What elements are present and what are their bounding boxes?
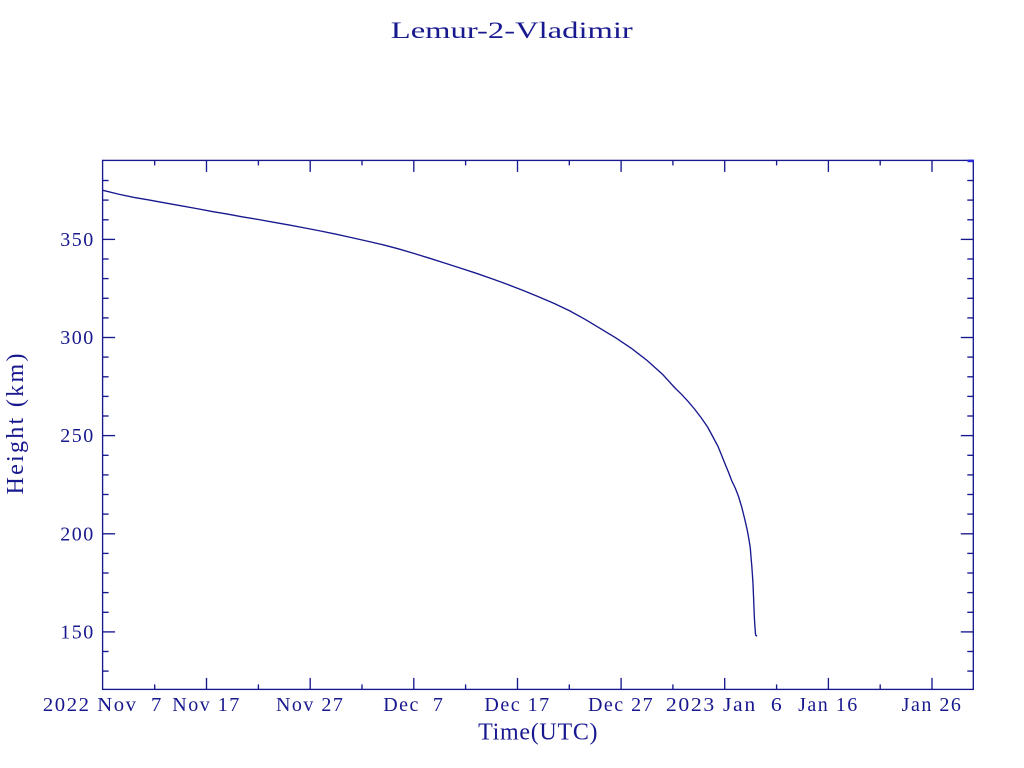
svg-text:Jan 16: Jan 16 [798, 694, 859, 716]
svg-text:Nov 27: Nov 27 [276, 694, 344, 716]
svg-text:150: 150 [60, 622, 95, 644]
svg-text:350: 350 [60, 229, 95, 251]
svg-text:250: 250 [60, 425, 95, 447]
svg-text:300: 300 [60, 327, 95, 349]
svg-text:Nov 17: Nov 17 [172, 694, 240, 716]
svg-text:Dec 7: Dec 7 [383, 694, 444, 716]
svg-text:Dec 27: Dec 27 [588, 694, 654, 716]
svg-text:Lemur-2-Vladimir: Lemur-2-Vladimir [391, 18, 633, 44]
svg-text:Dec 17: Dec 17 [484, 694, 550, 716]
svg-text:Height (km): Height (km) [3, 351, 29, 494]
svg-text:Time(UTC): Time(UTC) [478, 720, 598, 746]
svg-text:2023 Jan 6: 2023 Jan 6 [666, 694, 784, 716]
svg-text:200: 200 [60, 523, 95, 545]
svg-text:2022 Nov 7: 2022 Nov 7 [43, 694, 163, 716]
svg-text:Jan 26: Jan 26 [902, 694, 963, 716]
